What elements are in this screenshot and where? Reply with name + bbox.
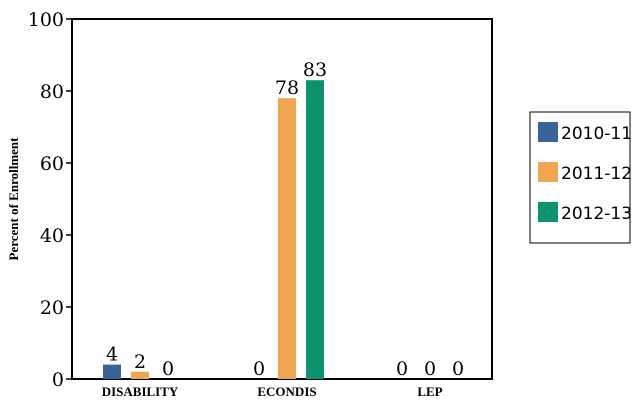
bar	[131, 371, 149, 379]
legend: 2010-11 2011-12 2012-13	[529, 111, 632, 244]
bar-value-label: 4	[106, 344, 118, 366]
legend-swatch	[538, 202, 558, 222]
bar-value-label: 83	[303, 59, 327, 81]
bar-value-label: 0	[452, 358, 464, 380]
y-tick-label: 40	[40, 225, 64, 247]
legend-swatch	[538, 122, 558, 142]
bar	[306, 80, 324, 379]
y-axis-label: Percent of Enrollment	[6, 137, 21, 261]
legend-entry: 2012-13	[561, 204, 632, 224]
bar-value-label: 78	[275, 77, 299, 99]
category-label: DISABILITY	[102, 384, 179, 399]
bar-value-label: 2	[134, 351, 146, 373]
y-tick-label: 100	[28, 9, 64, 31]
bars	[103, 80, 324, 379]
y-axis-ticks: 0 20 40 60 80 100	[28, 9, 72, 391]
category-label: LEP	[417, 384, 442, 399]
legend-entry: 2011-12	[561, 164, 632, 184]
bar	[103, 364, 121, 379]
y-tick-label: 60	[40, 153, 64, 175]
bar-value-label: 0	[424, 358, 436, 380]
category-labels: DISABILITY ECONDIS LEP	[102, 384, 443, 399]
bar-value-label: 0	[162, 358, 174, 380]
y-tick-label: 20	[40, 297, 64, 319]
bar-value-label: 0	[396, 358, 408, 380]
bar-value-label: 0	[253, 358, 265, 380]
legend-swatch	[538, 162, 558, 182]
category-label: ECONDIS	[257, 384, 316, 399]
y-tick-label: 80	[40, 81, 64, 103]
y-tick-label: 0	[52, 369, 64, 391]
bar	[278, 98, 296, 379]
legend-entry: 2010-11	[561, 124, 632, 144]
